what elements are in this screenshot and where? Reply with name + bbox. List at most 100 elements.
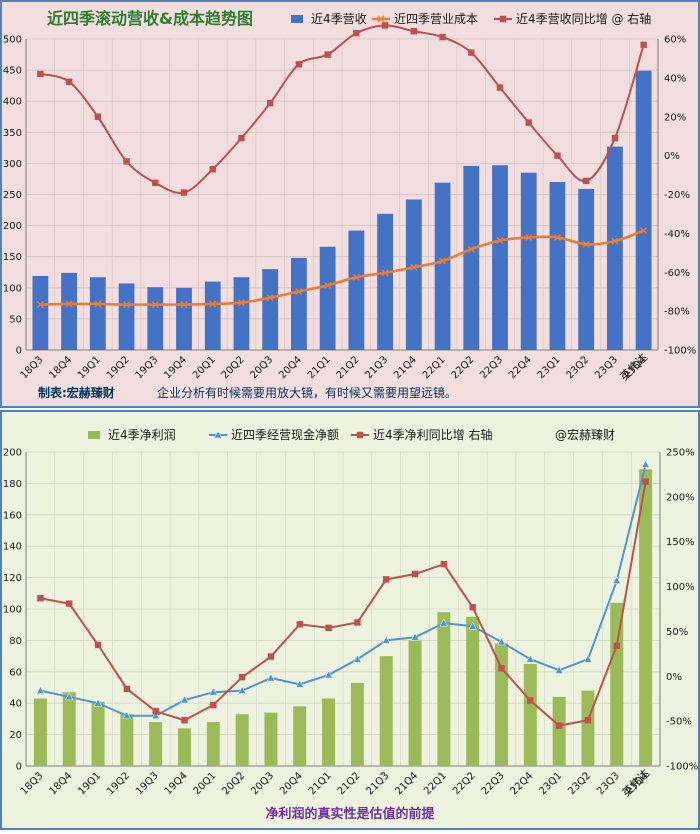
point-2-22Q2: [469, 604, 476, 611]
point-1-22Q1: [439, 618, 449, 627]
point-1-23Q4: [641, 460, 650, 468]
series-line-1: [40, 464, 647, 717]
y-left-tick-label: 20: [9, 730, 22, 741]
footer-note: 企业分析有时候需要用放大镜，有时候又需要用望远镜。: [157, 385, 457, 400]
legend-label: 近四季营业成本: [394, 12, 478, 26]
point-1-21Q3: [382, 635, 391, 644]
legend-marker: [356, 431, 364, 439]
series-line-2: [40, 24, 645, 194]
y-right-tick-label: 250%: [666, 448, 695, 459]
y-left-tick-label: 0: [16, 346, 22, 357]
point-2-20Q1: [209, 166, 216, 173]
legend-marker: [377, 15, 385, 23]
y-right-tick-label: 200%: [666, 492, 695, 503]
y-right-tick-label: -50%: [666, 717, 692, 728]
y-right-tick-label: 40%: [664, 73, 686, 84]
bar-22Q2: [463, 165, 480, 350]
point-2-19Q1: [94, 641, 102, 649]
bar-19Q2: [118, 283, 135, 350]
point-1-18Q4: [65, 692, 74, 701]
point-1-23Q3: [611, 237, 619, 245]
legend-item: 近四季营业成本: [372, 12, 478, 26]
bar-19Q1: [89, 277, 106, 350]
chart-title: 近四季滚动营收&成本趋势图: [47, 9, 253, 28]
point-2-18Q4: [65, 78, 73, 85]
point-2-21Q2: [353, 29, 360, 37]
point-2-21Q1: [324, 51, 331, 58]
y-left-tick-label: 350: [3, 128, 22, 139]
bar-18Q3: [32, 275, 49, 350]
point-2-22Q4: [527, 697, 534, 704]
legend-marker: [499, 15, 507, 23]
point-1-20Q4: [295, 288, 303, 296]
legend-swatch: [291, 15, 303, 23]
point-1-20Q3: [266, 294, 274, 302]
y-left-tick-label: 50: [9, 314, 22, 325]
point-1-23Q2: [582, 240, 590, 248]
point-1-19Q2: [123, 301, 131, 309]
point-2-20Q1: [210, 701, 217, 709]
y-right-tick-label: -100%: [666, 762, 698, 773]
legend-label: 近四季经营现金净额: [231, 427, 339, 442]
point-1-19Q1: [93, 698, 103, 707]
legend-label: 近4季营收同比增 @ 右轴: [516, 11, 651, 26]
point-1-19Q2: [122, 711, 132, 720]
point-1-23Q3: [612, 576, 621, 584]
point-1-23Q1: [553, 233, 561, 241]
point-1-21Q1: [324, 670, 333, 679]
footer-caption: 净利润的真实性是估值的前提: [265, 806, 435, 822]
legend-item: 近4季净利润: [88, 428, 176, 442]
point-2-23Q1: [554, 152, 561, 159]
legend-item: 近4季营收同比增 @ 右轴: [494, 11, 651, 26]
point-1-19Q4: [180, 695, 189, 704]
y-right-tick-label: -100%: [664, 346, 696, 357]
bar-20Q3: [264, 712, 278, 766]
bar-19Q3: [147, 287, 164, 350]
point-2-23Q1: [555, 722, 563, 729]
y-right-tick-label: 50%: [666, 627, 688, 638]
bar-21Q4: [405, 199, 422, 350]
bar-22Q4: [523, 663, 537, 766]
y-left-tick-label: 180: [3, 479, 22, 490]
y-right-tick-label: -60%: [664, 268, 690, 279]
y-right-tick-label: 100%: [666, 582, 695, 593]
bar-22Q3: [492, 165, 508, 350]
point-2-19Q3: [152, 708, 159, 715]
point-1-20Q2: [237, 686, 247, 694]
y-left-tick-label: 60: [9, 667, 22, 678]
legend-marker: [213, 430, 223, 439]
point-1-22Q1: [439, 257, 447, 265]
point-1-20Q1: [209, 687, 218, 696]
legend-item: 近4季净利同比增 右轴: [351, 427, 492, 442]
bar-22Q4: [520, 172, 537, 350]
point-2-19Q2: [123, 685, 131, 693]
point-2-21Q1: [325, 624, 332, 632]
point-2-18Q3: [37, 595, 44, 602]
bar-21Q2: [350, 682, 364, 766]
point-1-23Q2: [583, 654, 593, 663]
y-left-tick-label: 400: [3, 97, 22, 108]
y-left-tick-label: 200: [3, 448, 22, 459]
legend-label: @宏赫臻财: [555, 427, 615, 442]
point-2-20Q4: [295, 61, 303, 68]
bar-20Q2: [233, 277, 250, 350]
bar-21Q3: [377, 213, 393, 350]
bar-19Q4: [178, 728, 191, 766]
point-1-20Q3: [266, 673, 276, 682]
legend-item: 近四季经营现金净额: [209, 427, 339, 442]
y-right-tick-label: -20%: [664, 190, 690, 201]
point-2-21Q2: [354, 619, 361, 626]
y-left-tick-label: 80: [9, 636, 22, 647]
y-left-tick-label: 250: [3, 190, 22, 201]
footer-credit: 制表:宏赫臻财: [38, 385, 115, 400]
chart-2: 0 20 40 60 80 100 120 140 160 180 200 -100% -50% 0% 50…: [0, 410, 700, 830]
point-2-19Q3: [152, 179, 159, 187]
legend-label: 近4季净利润: [108, 428, 176, 442]
bar-22Q1: [437, 612, 451, 766]
bar-18Q4: [61, 272, 77, 350]
point-2-20Q3: [267, 653, 275, 660]
bar-23Q3: [607, 146, 623, 350]
bar-21Q4: [408, 640, 422, 766]
y-right-tick-label: 0%: [666, 672, 682, 683]
